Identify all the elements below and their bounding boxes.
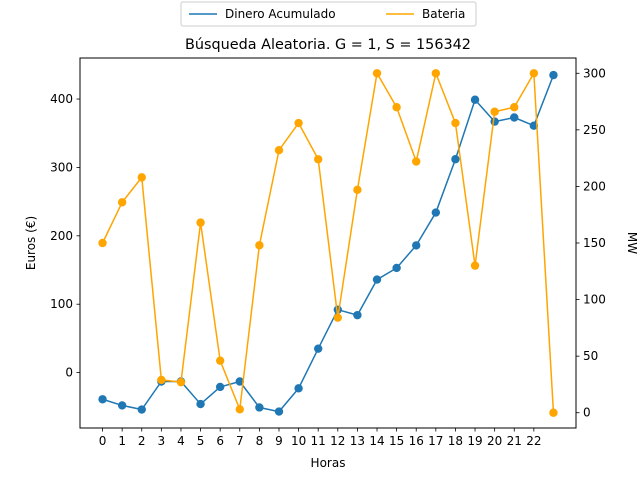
data-point-dinero-acumulado — [137, 405, 146, 414]
data-point-dinero-acumulado — [372, 275, 382, 284]
data-point-dinero-acumulado — [549, 70, 558, 80]
data-point-dinero-acumulado — [451, 155, 460, 164]
x-tick-label: 2 — [138, 434, 146, 448]
right-y-axis-label: MW — [625, 232, 639, 254]
left-y-tick-label: 300 — [50, 160, 73, 174]
data-point-dinero-acumulado — [490, 117, 499, 126]
data-point-bateria — [412, 157, 421, 166]
data-point-dinero-acumulado — [196, 399, 205, 409]
data-point-bateria — [255, 241, 264, 250]
data-point-dinero-acumulado — [235, 377, 244, 386]
data-point-bateria — [98, 238, 107, 248]
data-point-dinero-acumulado — [353, 310, 362, 320]
data-point-dinero-acumulado — [392, 263, 401, 273]
x-tick-label: 7 — [236, 434, 244, 448]
data-point-dinero-acumulado — [274, 407, 284, 416]
x-tick-label: 19 — [467, 434, 482, 448]
x-tick-label: 20 — [487, 434, 502, 448]
data-point-bateria — [313, 155, 323, 164]
data-point-bateria — [117, 198, 127, 207]
right-y-tick-label: 0 — [583, 406, 591, 420]
data-point-dinero-acumulado — [510, 113, 519, 122]
x-tick-label: 3 — [158, 434, 166, 448]
x-tick-label: 8 — [256, 434, 264, 448]
right-y-tick-label: 250 — [583, 123, 606, 137]
legend-label-dinero-acumulado: Dinero Acumulado — [225, 7, 336, 21]
data-point-bateria — [137, 173, 146, 182]
data-point-bateria — [294, 118, 303, 128]
x-tick-label: 22 — [526, 434, 541, 448]
data-point-bateria — [196, 218, 205, 227]
x-tick-label: 12 — [330, 434, 345, 448]
x-tick-label: 18 — [448, 434, 463, 448]
x-axis-ticks: 0 1 2 3 4 5 6 7 8 9 10 11 12 13 14 15 16 17 18 19 20 21 22 — [99, 428, 541, 448]
data-point-dinero-acumulado — [294, 384, 303, 393]
x-tick-label: 6 — [216, 434, 224, 448]
left-y-axis-label: Euros (€) — [24, 216, 38, 270]
data-point-bateria — [215, 356, 225, 365]
data-point-bateria — [451, 118, 460, 128]
x-tick-label: 1 — [118, 434, 126, 448]
x-tick-label: 14 — [369, 434, 384, 448]
x-tick-label: 17 — [428, 434, 443, 448]
data-point-bateria — [470, 261, 480, 270]
data-point-dinero-acumulado — [215, 382, 225, 392]
data-point-bateria — [353, 185, 362, 195]
data-point-dinero-acumulado — [98, 395, 107, 404]
x-tick-label: 0 — [99, 434, 107, 448]
x-tick-label: 16 — [409, 434, 424, 448]
data-point-bateria — [235, 405, 244, 414]
right-y-axis-ticks: 0 50 100 150 200 250 300 — [576, 66, 606, 420]
data-point-bateria — [333, 313, 343, 322]
x-tick-label: 13 — [350, 434, 365, 448]
x-tick-label: 15 — [389, 434, 404, 448]
left-y-tick-label: 400 — [50, 92, 73, 106]
data-point-bateria — [529, 69, 539, 78]
data-point-bateria — [549, 408, 558, 417]
legend-label-bateria: Bateria — [422, 7, 465, 21]
data-point-dinero-acumulado — [431, 208, 441, 217]
data-point-dinero-acumulado — [255, 403, 264, 412]
data-point-bateria — [372, 69, 382, 78]
left-y-tick-label: 200 — [50, 229, 73, 243]
x-tick-label: 10 — [291, 434, 306, 448]
chart-title: Búsqueda Aleatoria. G = 1, S = 156342 — [185, 37, 471, 53]
right-y-tick-label: 300 — [583, 66, 606, 80]
data-point-bateria — [431, 69, 441, 78]
data-point-bateria — [176, 377, 186, 387]
right-y-tick-label: 200 — [583, 179, 606, 193]
data-point-bateria — [510, 103, 519, 112]
x-tick-label: 4 — [177, 434, 185, 448]
x-tick-label: 5 — [197, 434, 205, 448]
x-axis-label: Horas — [311, 456, 346, 470]
x-tick-label: 9 — [275, 434, 283, 448]
legend-box — [180, 1, 477, 27]
data-point-dinero-acumulado — [117, 401, 127, 410]
left-y-axis-ticks: 0 100 200 300 400 — [50, 92, 80, 380]
legend: Dinero Acumulado Bateria — [180, 1, 477, 27]
x-tick-label: 11 — [311, 434, 326, 448]
data-point-bateria — [490, 107, 499, 116]
left-y-tick-label: 100 — [50, 297, 73, 311]
x-tick-label: 21 — [507, 434, 522, 448]
data-point-dinero-acumulado — [470, 95, 480, 104]
right-y-tick-label: 100 — [583, 293, 606, 307]
data-point-bateria — [157, 375, 166, 385]
right-y-tick-label: 150 — [583, 236, 606, 250]
left-y-tick-label: 0 — [65, 366, 73, 380]
right-y-tick-label: 50 — [583, 349, 598, 363]
data-point-dinero-acumulado — [529, 121, 539, 130]
data-point-bateria — [392, 103, 401, 112]
data-point-dinero-acumulado — [313, 344, 323, 353]
data-point-dinero-acumulado — [412, 241, 421, 250]
series-layer — [98, 69, 558, 417]
data-point-bateria — [274, 146, 284, 155]
